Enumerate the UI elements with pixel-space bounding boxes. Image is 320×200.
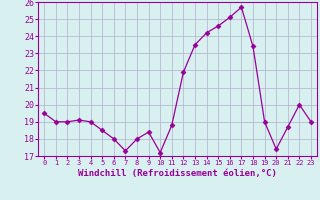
X-axis label: Windchill (Refroidissement éolien,°C): Windchill (Refroidissement éolien,°C) <box>78 169 277 178</box>
